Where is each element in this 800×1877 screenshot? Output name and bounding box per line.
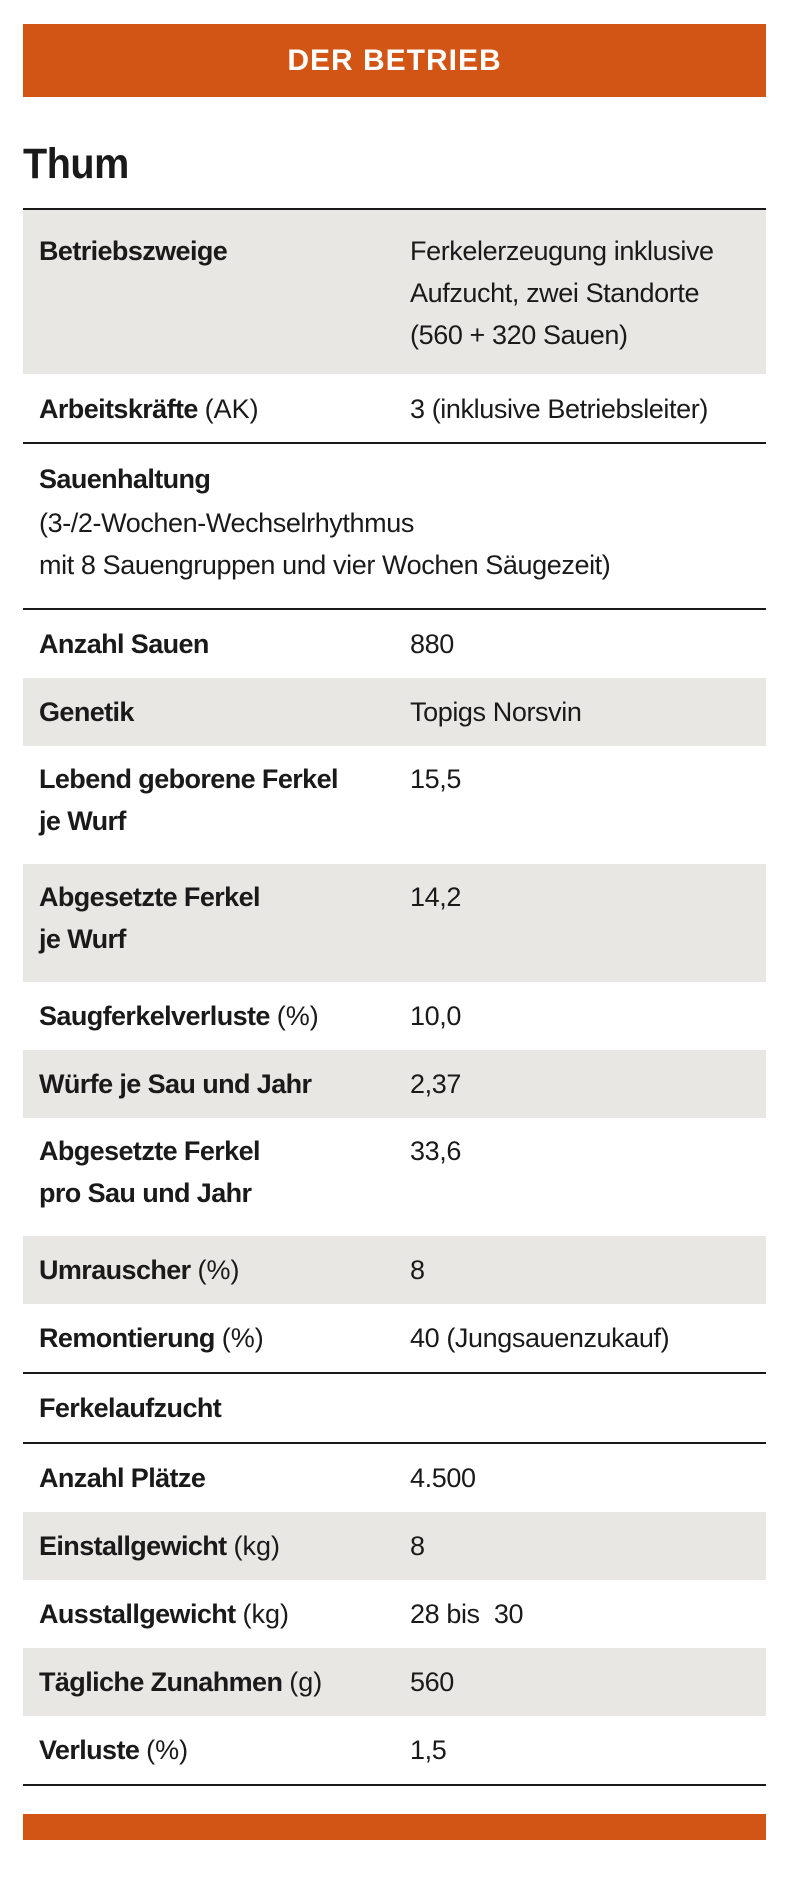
- row-ausstallgewicht: Ausstallgewicht (kg) 28 bis 30: [23, 1580, 766, 1648]
- row-value: 560: [410, 1667, 454, 1697]
- row-value: 1,5: [410, 1735, 447, 1765]
- header-title: DER BETRIEB: [287, 43, 502, 77]
- row-value: 28 bis 30: [410, 1599, 524, 1629]
- row-value: 10,0: [410, 1001, 461, 1031]
- row-anzahl-sauen: Anzahl Sauen 880: [23, 610, 766, 678]
- row-value: Topigs Norsvin: [410, 697, 582, 727]
- row-label: Abgesetzte Ferkel pro Sau und Jahr: [39, 1130, 409, 1214]
- value-line: (560 + 320 Sauen): [410, 320, 628, 350]
- row-value: 40 (Jungsauenzukauf): [410, 1323, 670, 1353]
- row-value: 33,6: [410, 1136, 461, 1166]
- label-line: Abgesetzte Ferkel: [39, 1136, 260, 1166]
- label-unit: (%): [221, 1323, 264, 1353]
- row-wuerfe: Würfe je Sau und Jahr 2,37: [23, 1050, 766, 1118]
- section-label: Ferkelaufzucht: [39, 1393, 222, 1423]
- label-unit: (AK): [204, 394, 259, 424]
- label-text: Ausstallgewicht: [39, 1599, 236, 1629]
- row-sauenhaltung: Sauenhaltung (3-/2-Wochen-Wechselrhythmu…: [23, 444, 766, 610]
- row-genetik: Genetik Topigs Norsvin: [23, 678, 766, 746]
- row-label: Verluste (%): [39, 1729, 409, 1771]
- row-value: Ferkelerzeugung inklusive Aufzucht, zwei…: [410, 230, 760, 356]
- row-abgesetzt-wurf: Abgesetzte Ferkel je Wurf 14,2: [23, 864, 766, 982]
- row-label: Abgesetzte Ferkel je Wurf: [39, 876, 409, 960]
- row-anzahl-plaetze: Anzahl Plätze 4.500: [23, 1444, 766, 1512]
- label-text: Arbeitskräfte: [39, 394, 198, 424]
- row-label: Lebend geborene Ferkel je Wurf: [39, 758, 409, 842]
- row-label: Umrauscher (%): [39, 1249, 409, 1291]
- row-label: Betriebszweige: [39, 236, 228, 266]
- value-line: Ferkelerzeugung inklusive: [410, 236, 714, 266]
- row-value: 3 (inklusive Betriebsleiter): [410, 394, 708, 424]
- row-ferkelaufzucht: Ferkelaufzucht: [23, 1374, 766, 1444]
- row-arbeitskraefte: Arbeitskräfte (AK) 3 (inklusive Betriebs…: [23, 374, 766, 444]
- label-line: je Wurf: [39, 806, 126, 836]
- label-unit: (kg): [242, 1599, 289, 1629]
- label-unit: (%): [197, 1255, 240, 1285]
- row-label: Ausstallgewicht (kg): [39, 1593, 409, 1635]
- row-betriebszweige: Betriebszweige Ferkelerzeugung inklusive…: [23, 208, 766, 374]
- label-text: Verluste: [39, 1735, 140, 1765]
- label-text: Umrauscher: [39, 1255, 191, 1285]
- label-text: Remontierung: [39, 1323, 215, 1353]
- row-remontierung: Remontierung (%) 40 (Jungsauenzukauf): [23, 1304, 766, 1374]
- row-value: 15,5: [410, 764, 461, 794]
- row-label: Genetik: [39, 697, 134, 727]
- farm-data-table: Betriebszweige Ferkelerzeugung inklusive…: [23, 208, 766, 1786]
- label-line: je Wurf: [39, 924, 126, 954]
- row-label: Anzahl Sauen: [39, 629, 209, 659]
- row-verluste: Verluste (%) 1,5: [23, 1716, 766, 1786]
- row-desc: (3-/2-Wochen-Wechselrhythmus mit 8 Sauen…: [39, 502, 739, 586]
- row-label: Remontierung (%): [39, 1317, 409, 1359]
- row-label: Sauenhaltung: [39, 464, 211, 494]
- header-bar: DER BETRIEB: [23, 24, 766, 97]
- footer-bar: [23, 1814, 766, 1840]
- row-einstallgewicht: Einstallgewicht (kg) 8: [23, 1512, 766, 1580]
- label-text: Einstallgewicht: [39, 1531, 227, 1561]
- farm-name: Thum: [23, 140, 129, 188]
- label-line: pro Sau und Jahr: [39, 1178, 252, 1208]
- row-label: Saugferkelverluste (%): [39, 995, 409, 1037]
- value-line: Aufzucht, zwei Standorte: [410, 278, 700, 308]
- row-label: Tägliche Zunahmen (g): [39, 1661, 409, 1703]
- label-line: Lebend geborene Ferkel: [39, 764, 338, 794]
- row-lebend-geboren: Lebend geborene Ferkel je Wurf 15,5: [23, 746, 766, 864]
- row-saugferkelverluste: Saugferkelverluste (%) 10,0: [23, 982, 766, 1050]
- label-unit: (%): [276, 1001, 319, 1031]
- row-value: 8: [410, 1531, 425, 1561]
- row-value: 4.500: [410, 1463, 476, 1493]
- row-abgesetzt-jahr: Abgesetzte Ferkel pro Sau und Jahr 33,6: [23, 1118, 766, 1236]
- row-label: Arbeitskräfte (AK): [39, 388, 409, 430]
- row-label: Würfe je Sau und Jahr: [39, 1069, 312, 1099]
- label-unit: (g): [289, 1667, 323, 1697]
- label-text: Saugferkelverluste: [39, 1001, 270, 1031]
- row-umrauscher: Umrauscher (%) 8: [23, 1236, 766, 1304]
- desc-line: mit 8 Sauengruppen und vier Wochen Säuge…: [39, 550, 611, 580]
- label-line: Abgesetzte Ferkel: [39, 882, 260, 912]
- row-label: Anzahl Plätze: [39, 1463, 206, 1493]
- row-value: 14,2: [410, 882, 461, 912]
- row-value: 880: [410, 629, 454, 659]
- row-zunahmen: Tägliche Zunahmen (g) 560: [23, 1648, 766, 1716]
- label-unit: (kg): [233, 1531, 280, 1561]
- row-value: 8: [410, 1255, 425, 1285]
- desc-line: (3-/2-Wochen-Wechselrhythmus: [39, 508, 414, 538]
- row-value: 2,37: [410, 1069, 461, 1099]
- label-unit: (%): [146, 1735, 189, 1765]
- label-text: Tägliche Zunahmen: [39, 1667, 283, 1697]
- row-label: Einstallgewicht (kg): [39, 1525, 409, 1567]
